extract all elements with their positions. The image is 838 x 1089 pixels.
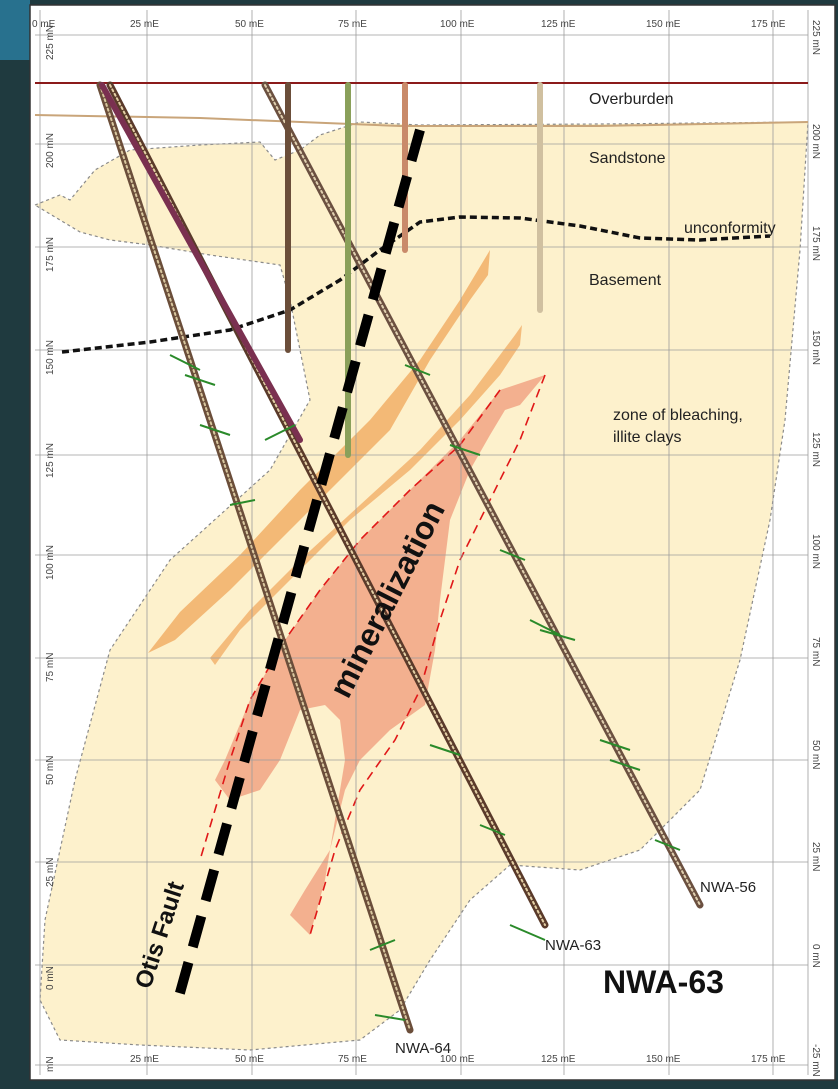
sandstone-label: Sandstone bbox=[589, 150, 666, 167]
tick-right-150: 150 mN bbox=[810, 330, 821, 365]
tick-left-150: 150 mN bbox=[45, 340, 56, 375]
alteration-band-lower bbox=[210, 325, 522, 665]
tick-right-225: 225 mN bbox=[810, 20, 821, 55]
basement-label: Basement bbox=[589, 272, 662, 289]
tick-left-175: 175 mN bbox=[45, 237, 56, 272]
drillhole-label-nwa64: NWA-64 bbox=[395, 1040, 451, 1057]
bleaching-label-line1: zone of bleaching, bbox=[613, 407, 743, 424]
sandstone-line bbox=[34, 114, 809, 127]
bottom-axis: 25 mE 50 mE 75 mE 100 mE 125 mE 150 mE 1… bbox=[130, 1054, 786, 1065]
tick-top-0: 0 mE bbox=[32, 19, 56, 30]
tick-right-75: 75 mN bbox=[810, 637, 821, 666]
tick-right-100: 100 mN bbox=[810, 534, 821, 569]
tick-top-75: 75 mE bbox=[338, 19, 367, 30]
tick-right-50: 50 mN bbox=[810, 740, 821, 769]
structure-ticks bbox=[169, 354, 681, 1021]
tick-right-175: 175 mN bbox=[810, 226, 821, 261]
tick-bottom-75: 75 mE bbox=[338, 1054, 367, 1065]
drillhole-label-nwa56: NWA-56 bbox=[700, 879, 756, 896]
bleaching-label-line2: illite clays bbox=[613, 429, 681, 446]
tick-left-75: 75 mN bbox=[45, 653, 56, 682]
tick-left-25: 25 mN bbox=[45, 858, 56, 887]
unconformity-line bbox=[61, 215, 771, 354]
tick-bottom-150: 150 mE bbox=[646, 1054, 681, 1065]
tick-bottom-125: 125 mE bbox=[541, 1054, 576, 1065]
tick-left-125: 125 mN bbox=[45, 443, 56, 478]
tick-left-225: 225 mN bbox=[45, 25, 56, 60]
tick-top-175: 175 mE bbox=[751, 19, 786, 30]
alteration-band bbox=[148, 250, 490, 653]
overburden-label: Overburden bbox=[589, 91, 674, 108]
tick-right-0: 0 mN bbox=[810, 944, 821, 968]
drillhole-labels: NWA-56 NWA-63 NWA-64 bbox=[395, 879, 756, 1057]
unconformity-label: unconformity bbox=[684, 220, 776, 237]
tick-top-125: 125 mE bbox=[541, 19, 576, 30]
section-title: NWA-63 bbox=[603, 964, 724, 1000]
grid-lines bbox=[35, 10, 809, 1075]
unit-labels: Overburden Sandstone unconformity Baseme… bbox=[589, 91, 776, 446]
top-axis: 0 mE 25 mE 50 mE 75 mE 100 mE 125 mE 150… bbox=[32, 19, 786, 30]
tick-left-0: 0 mN bbox=[45, 966, 56, 990]
mineralization-zone bbox=[215, 375, 545, 935]
drillholes bbox=[96, 81, 704, 1034]
tick-right-minus25: -25 mN bbox=[810, 1044, 821, 1077]
tick-right-200: 200 mN bbox=[810, 124, 821, 159]
tick-bottom-175: 175 mE bbox=[751, 1054, 786, 1065]
mineralization-outline bbox=[199, 374, 546, 936]
tick-top-50: 50 mE bbox=[235, 19, 264, 30]
tick-right-25: 25 mN bbox=[810, 842, 821, 871]
tick-top-25: 25 mE bbox=[130, 19, 159, 30]
drillhole-label-nwa63: NWA-63 bbox=[545, 937, 601, 954]
tick-left-100: 100 mN bbox=[45, 545, 56, 580]
tick-bottom-100: 100 mE bbox=[440, 1054, 475, 1065]
tick-bottom-50: 50 mE bbox=[235, 1054, 264, 1065]
tick-left-bottom: mN bbox=[45, 1056, 56, 1072]
tick-left-50: 50 mN bbox=[45, 756, 56, 785]
tick-left-200: 200 mN bbox=[45, 133, 56, 168]
tick-bottom-25: 25 mE bbox=[130, 1054, 159, 1065]
tick-top-100: 100 mE bbox=[440, 19, 475, 30]
otis-fault-line bbox=[173, 128, 425, 1002]
tick-right-125: 125 mN bbox=[810, 432, 821, 467]
right-axis: 225 mN 200 mN 175 mN 150 mN 125 mN 100 m… bbox=[810, 20, 821, 1077]
tick-top-150: 150 mE bbox=[646, 19, 681, 30]
left-axis: 225 mN 200 mN 175 mN 150 mN 125 mN 100 m… bbox=[45, 25, 56, 1072]
corner-accent bbox=[0, 0, 30, 60]
drillhole-nwa62 bbox=[99, 82, 303, 443]
